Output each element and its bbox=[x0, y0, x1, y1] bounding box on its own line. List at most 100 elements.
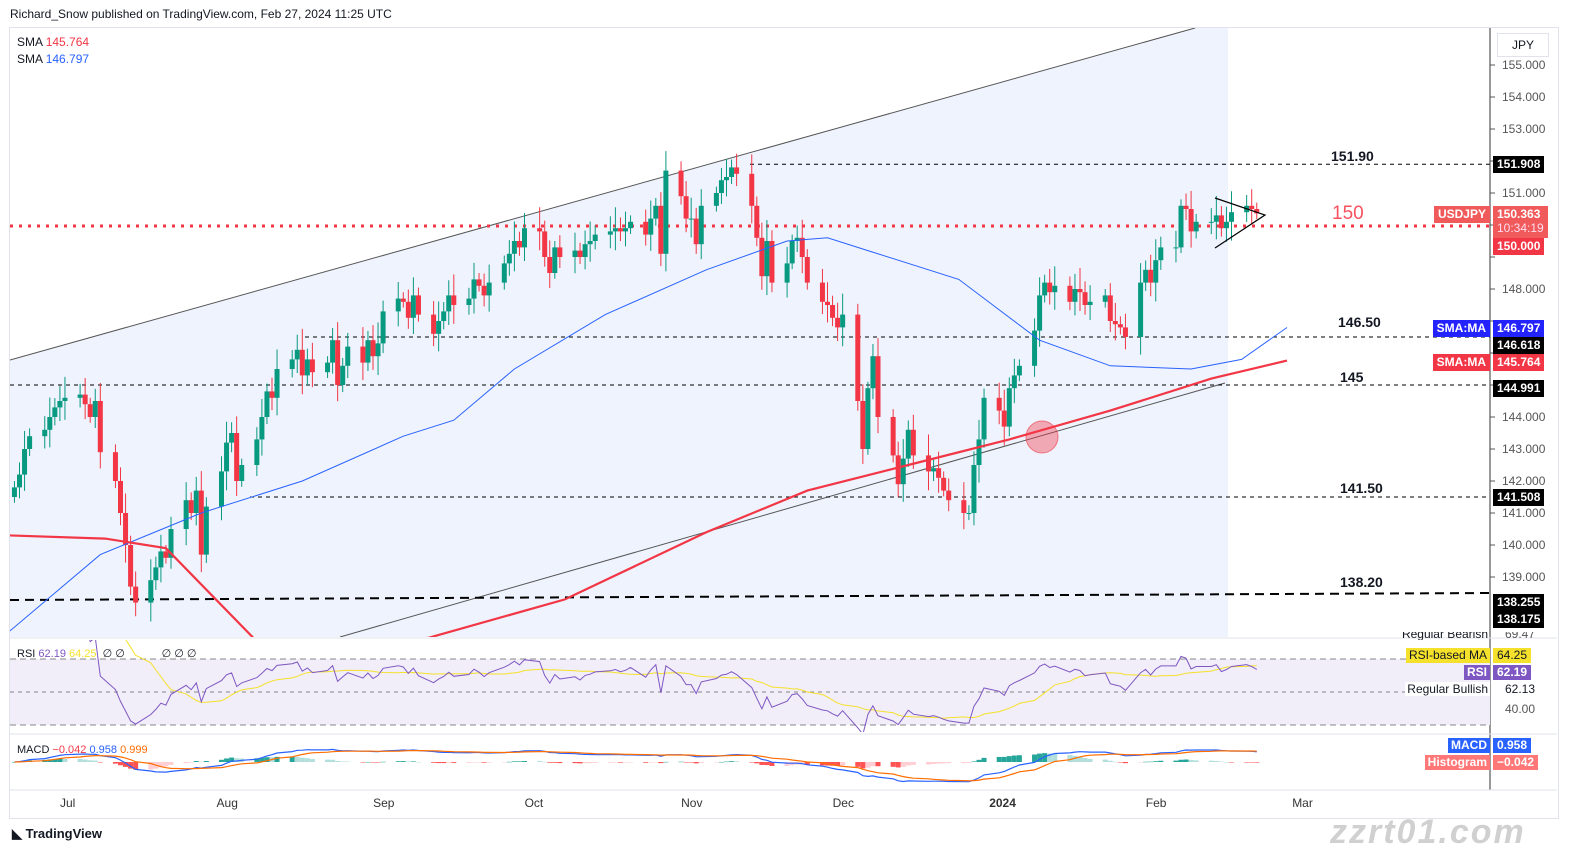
histogram-bar bbox=[769, 762, 775, 766]
candle-body bbox=[981, 397, 987, 440]
candle bbox=[1148, 254, 1154, 297]
candle-body bbox=[936, 468, 942, 478]
histogram-bar bbox=[224, 758, 230, 762]
candle-body bbox=[1223, 221, 1229, 229]
candle bbox=[577, 242, 583, 265]
histogram-bar bbox=[1087, 758, 1093, 762]
price-tag-14150: 141.508 bbox=[1493, 489, 1545, 506]
histogram-bar bbox=[628, 762, 634, 763]
histogram-bar bbox=[133, 762, 139, 770]
histogram-bar bbox=[1183, 759, 1189, 762]
histogram-bar bbox=[431, 762, 437, 763]
rsi-legend[interactable]: RSI 62.19 64.25 ∅ ∅ ∅ ∅ ∅ bbox=[17, 647, 196, 660]
histogram-bar bbox=[617, 762, 623, 763]
candle bbox=[607, 216, 613, 249]
candle bbox=[1102, 289, 1108, 308]
candle-body bbox=[1037, 295, 1043, 331]
candle bbox=[749, 154, 755, 224]
candle-body bbox=[718, 180, 724, 193]
candle bbox=[552, 241, 558, 279]
time-tick: Sep bbox=[373, 796, 395, 810]
histogram-bar bbox=[183, 762, 189, 764]
candle bbox=[936, 451, 942, 493]
candle-body bbox=[294, 349, 300, 360]
candle bbox=[971, 451, 977, 526]
histogram-bar bbox=[375, 762, 381, 763]
candle bbox=[1193, 213, 1199, 239]
candle-body bbox=[112, 452, 118, 481]
candle-body bbox=[825, 301, 830, 305]
candle bbox=[511, 221, 517, 272]
histogram-bar bbox=[840, 762, 846, 766]
histogram-bar bbox=[572, 762, 578, 764]
histogram-bar bbox=[436, 762, 442, 764]
legend-sma-fast[interactable]: SMA 146.797 bbox=[17, 52, 89, 66]
candle bbox=[274, 349, 280, 416]
legend-sma-slow[interactable]: SMA 145.764 bbox=[17, 35, 89, 49]
histogram-bar bbox=[466, 762, 472, 763]
time-tick: Mar bbox=[1292, 796, 1313, 810]
candle bbox=[799, 219, 805, 274]
price-tag-high: 151.908 bbox=[1493, 156, 1545, 173]
candle-body bbox=[1183, 205, 1189, 209]
candle-body bbox=[1178, 205, 1184, 248]
histogram-bar bbox=[471, 762, 477, 763]
candle bbox=[451, 274, 457, 324]
histogram-bar bbox=[754, 762, 760, 764]
time-tick: Oct bbox=[524, 796, 544, 810]
candle bbox=[870, 343, 876, 400]
histogram-bar bbox=[1072, 755, 1078, 762]
histogram-bar bbox=[304, 758, 310, 762]
candle-body bbox=[224, 442, 230, 472]
candle bbox=[764, 220, 770, 296]
price-tick: 154.000 bbox=[1502, 90, 1546, 104]
candle-body bbox=[405, 301, 411, 318]
histogram-bar bbox=[1188, 760, 1194, 762]
candle bbox=[734, 153, 740, 187]
currency-button[interactable]: JPY bbox=[1497, 33, 1549, 57]
candle bbox=[1117, 316, 1123, 335]
candle-body bbox=[62, 397, 68, 401]
candle-body bbox=[1218, 215, 1224, 229]
macd-legend[interactable]: MACD −0.042 0.958 0.999 bbox=[17, 744, 148, 756]
price-tick: 144.000 bbox=[1502, 410, 1546, 424]
histogram-bar bbox=[299, 757, 305, 762]
candle bbox=[304, 348, 310, 386]
candle bbox=[1112, 302, 1118, 341]
candle bbox=[22, 430, 28, 491]
histogram-bar bbox=[486, 762, 492, 763]
candle-body bbox=[648, 218, 654, 235]
candle-body bbox=[835, 317, 841, 328]
histogram-tag: −0.042 bbox=[1493, 755, 1539, 770]
rsi-ma-tag: 64.25 bbox=[1493, 648, 1532, 663]
candle-body bbox=[118, 481, 123, 513]
candle-body bbox=[623, 228, 628, 232]
candle bbox=[718, 167, 724, 204]
candle bbox=[1153, 239, 1159, 302]
candle bbox=[501, 255, 507, 290]
candle-body bbox=[481, 285, 487, 296]
candle-body bbox=[1082, 292, 1088, 305]
candle-body bbox=[1042, 282, 1048, 296]
candle-body bbox=[577, 250, 583, 257]
tradingview-logo[interactable]: ◣ TradingView bbox=[12, 826, 102, 842]
candle bbox=[299, 328, 305, 395]
candle bbox=[900, 439, 906, 502]
level-label: 138.20 bbox=[1340, 574, 1383, 590]
price-tick: 151.000 bbox=[1502, 186, 1546, 200]
histogram-bar bbox=[294, 756, 300, 762]
histogram-bar bbox=[1223, 761, 1229, 763]
histogram-bar bbox=[112, 762, 118, 764]
candle bbox=[769, 230, 775, 293]
candle bbox=[522, 213, 527, 262]
candle-body bbox=[905, 429, 911, 459]
candle bbox=[910, 414, 916, 470]
histogram-bar bbox=[234, 758, 240, 762]
candle bbox=[188, 492, 194, 521]
candle-body bbox=[860, 401, 866, 449]
histogram-bar bbox=[1067, 755, 1073, 762]
candle bbox=[1001, 389, 1007, 446]
candle bbox=[436, 301, 442, 352]
candle bbox=[112, 444, 118, 489]
